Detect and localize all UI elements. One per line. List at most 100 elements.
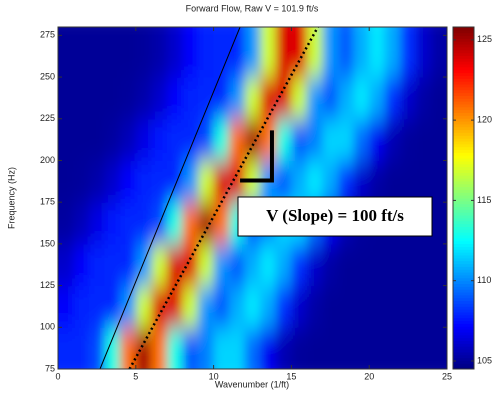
heat-cell	[338, 77, 355, 120]
heat-cell	[275, 160, 292, 203]
heat-cell	[291, 327, 308, 369]
heat-cell	[58, 118, 75, 162]
colorbar-step	[453, 143, 474, 148]
heat-cell	[384, 243, 401, 287]
colorbar-step	[453, 118, 474, 122]
heat-cell	[58, 202, 75, 245]
colorbar-step	[453, 346, 474, 350]
colorbar-step	[453, 35, 474, 39]
heat-cell	[182, 327, 199, 369]
heat-cell	[400, 77, 417, 120]
heat-cell	[369, 243, 386, 287]
heat-cell	[73, 160, 90, 203]
heat-cell	[182, 202, 199, 245]
heat-cell	[58, 160, 75, 203]
colorbar-step	[453, 101, 474, 105]
colorbar-step	[453, 121, 474, 125]
y-tick-label: 175	[40, 197, 55, 207]
colorbar-step	[453, 183, 474, 188]
heat-cell	[89, 160, 106, 203]
colorbar-step	[453, 84, 474, 88]
heat-cell	[120, 327, 137, 369]
colorbar-step	[453, 260, 474, 265]
colorbar-step	[453, 55, 474, 59]
heat-cell	[260, 118, 277, 162]
heat-cell	[120, 27, 137, 78]
heat-cell	[166, 160, 184, 203]
heat-cell	[120, 285, 137, 328]
colorbar-step	[453, 223, 474, 227]
colorbar-step	[453, 320, 474, 324]
heat-cell	[151, 77, 168, 120]
colorbar-step	[453, 158, 474, 162]
colorbar-step	[453, 317, 474, 322]
colorbar-step	[453, 98, 474, 102]
overlay-line	[240, 130, 274, 183]
heat-cell	[322, 27, 339, 78]
heat-cell	[213, 77, 230, 120]
colorbar-step	[453, 312, 474, 316]
heat-cell	[400, 327, 417, 369]
heat-cell	[135, 285, 152, 328]
heat-cell	[431, 160, 447, 203]
heat-cell	[229, 27, 246, 78]
heat-cell	[73, 243, 90, 287]
heat-cell	[353, 243, 370, 287]
colorbar-step	[453, 252, 474, 256]
colorbar-tick-label: 125	[477, 34, 492, 44]
colorbar-step	[453, 232, 474, 236]
colorbar-step	[453, 27, 474, 31]
overlay-line	[128, 27, 319, 369]
colorbar-tick-label: 115	[477, 195, 491, 205]
heat-cell	[135, 118, 152, 162]
colorbar-step	[453, 220, 474, 225]
heat-cell	[322, 327, 339, 369]
heat-cell	[415, 160, 433, 203]
colorbar-step	[453, 300, 474, 304]
colorbar-step	[453, 49, 474, 54]
heat-cell	[353, 118, 370, 162]
heat-cell	[415, 118, 433, 162]
colorbar-step	[453, 309, 474, 313]
heat-cell	[384, 327, 401, 369]
colorbar-step	[453, 274, 474, 279]
heat-cell	[306, 118, 324, 162]
heat-cell	[135, 160, 152, 203]
colorbar-step	[453, 329, 474, 333]
heat-cell	[104, 202, 121, 245]
colorbar-step	[453, 257, 474, 262]
heat-cell	[104, 327, 121, 369]
heat-cell	[369, 77, 386, 120]
colorbar-tick-label: 120	[477, 115, 492, 125]
colorbar-step	[453, 337, 474, 341]
heat-cell	[431, 327, 447, 369]
y-tick-label: 250	[40, 71, 55, 81]
heat-cell	[151, 285, 168, 328]
heat-cell	[135, 202, 152, 245]
heat-cell	[400, 243, 417, 287]
colorbar-step	[453, 297, 474, 302]
heat-cell	[213, 285, 230, 328]
colorbar-step	[453, 109, 474, 113]
heat-cell	[415, 77, 433, 120]
heat-cell	[369, 327, 386, 369]
heat-cell	[244, 243, 261, 287]
heat-cell	[182, 160, 199, 203]
colorbar-step	[453, 235, 474, 239]
colorbar-step	[453, 126, 474, 131]
colorbar-step	[453, 334, 474, 339]
heat-cell	[431, 77, 447, 120]
colorbar-step	[453, 92, 474, 96]
heat-cell	[182, 27, 199, 78]
heat-cell	[322, 160, 339, 203]
heat-cell	[322, 118, 339, 162]
heat-cell	[135, 27, 152, 78]
heat-cell	[275, 243, 292, 287]
colorbar-step	[453, 106, 474, 111]
heat-cell	[291, 118, 308, 162]
heat-cell	[89, 243, 106, 287]
colorbar-step	[453, 209, 474, 213]
colorbar-step	[453, 203, 474, 208]
heat-cell	[58, 327, 75, 369]
heat-cell	[260, 243, 277, 287]
